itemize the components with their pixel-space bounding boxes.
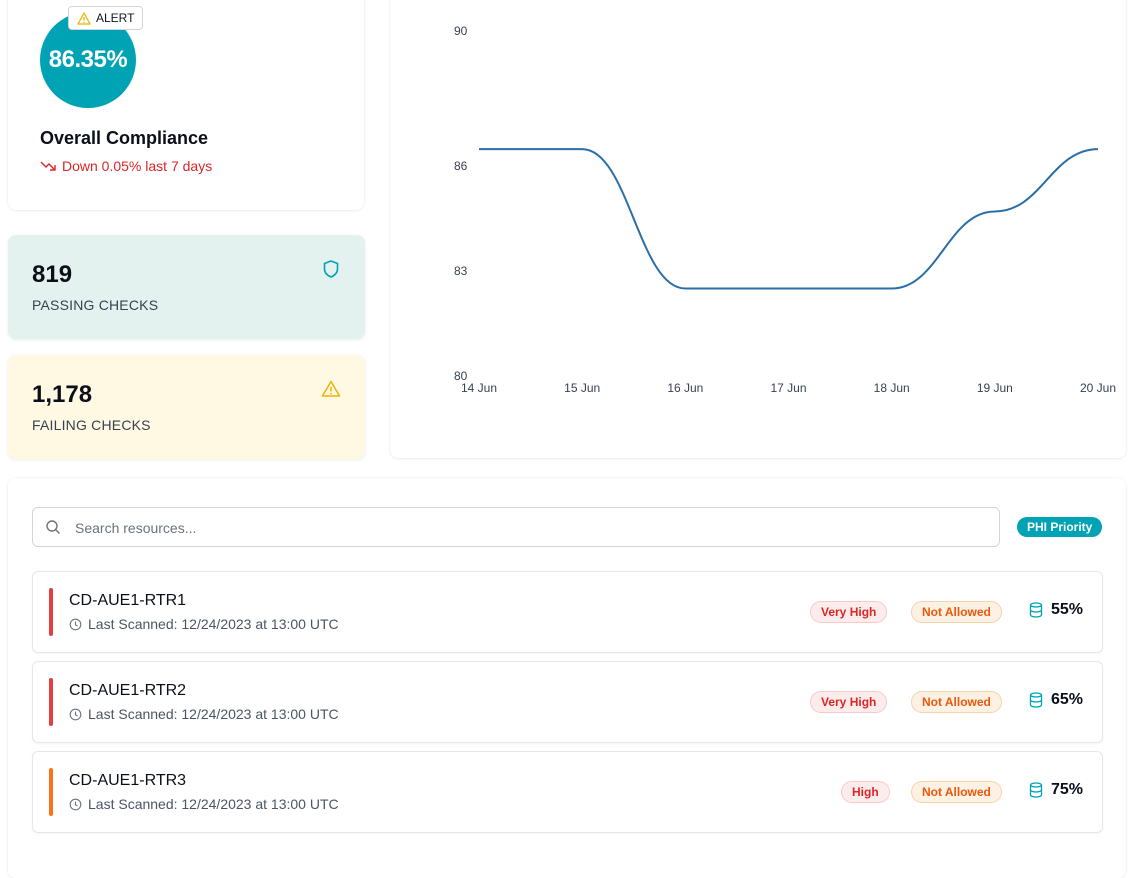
resource-row[interactable]: CD-AUE1-RTR1 Last Scanned: 12/24/2023 at… bbox=[32, 571, 1103, 653]
resource-score-value: 65% bbox=[1051, 691, 1084, 708]
database-icon bbox=[1029, 602, 1043, 618]
clock-icon bbox=[69, 798, 82, 810]
search-icon bbox=[46, 520, 60, 534]
severity-badge: Very High bbox=[810, 691, 888, 713]
failing-count: 1,178 bbox=[32, 381, 93, 408]
resource-score: 75% bbox=[1029, 781, 1083, 799]
resource-score: 65% bbox=[1029, 691, 1083, 709]
alert-label: ALERT bbox=[96, 11, 135, 25]
y-tick-label: 90 bbox=[454, 24, 468, 38]
compliance-trend-text: Down 0.05% last 7 days bbox=[62, 158, 213, 174]
passing-label: PASSING CHECKS bbox=[32, 297, 159, 313]
y-tick-label: 86 bbox=[454, 159, 468, 173]
x-tick-label: 15 Jun bbox=[564, 381, 600, 395]
allowed-badge: Not Allowed bbox=[911, 781, 1002, 803]
clock-icon bbox=[69, 708, 82, 720]
failing-checks-card[interactable]: 1,178 FAILING CHECKS bbox=[8, 355, 365, 459]
severity-badge: Very High bbox=[810, 601, 888, 623]
last-scanned: Last Scanned: 12/24/2023 at 13:00 UTC bbox=[69, 616, 339, 632]
warning-icon bbox=[321, 380, 341, 397]
warning-icon bbox=[77, 11, 91, 25]
clock-icon bbox=[69, 618, 82, 630]
resource-name: CD-AUE1-RTR1 bbox=[69, 592, 187, 609]
last-scanned-text: Last Scanned: 12/24/2023 at 13:00 UTC bbox=[88, 796, 339, 812]
resource-name: CD-AUE1-RTR2 bbox=[69, 682, 187, 699]
phi-priority-filter[interactable]: PHI Priority bbox=[1017, 517, 1103, 537]
x-tick-label: 19 Jun bbox=[977, 381, 1013, 395]
database-icon bbox=[1029, 782, 1043, 798]
x-tick-label: 20 Jun bbox=[1080, 381, 1116, 395]
compliance-title: Overall Compliance bbox=[40, 128, 209, 148]
x-tick-label: 16 Jun bbox=[667, 381, 703, 395]
compliance-card: 86.35% ALERT Overall Compliance Down 0.0… bbox=[8, 0, 364, 210]
severity-bar bbox=[49, 768, 53, 816]
allowed-badge: Not Allowed bbox=[911, 601, 1002, 623]
passing-count: 819 bbox=[32, 261, 73, 288]
y-tick-label: 83 bbox=[454, 264, 468, 278]
resource-name: CD-AUE1-RTR3 bbox=[69, 772, 187, 789]
x-tick-label: 14 Jun bbox=[461, 381, 497, 395]
compliance-score: 86.35% bbox=[48, 46, 128, 73]
search-input[interactable] bbox=[73, 508, 977, 548]
failing-label: FAILING CHECKS bbox=[32, 417, 151, 433]
severity-badge: High bbox=[841, 781, 890, 803]
series-line bbox=[479, 148, 1099, 290]
severity-bar bbox=[49, 678, 53, 726]
resource-row[interactable]: CD-AUE1-RTR3 Last Scanned: 12/24/2023 at… bbox=[32, 751, 1103, 833]
resource-score: 55% bbox=[1029, 601, 1083, 619]
resource-row[interactable]: CD-AUE1-RTR2 Last Scanned: 12/24/2023 at… bbox=[32, 661, 1103, 743]
compliance-trend: Down 0.05% last 7 days bbox=[40, 158, 212, 174]
y-tick-label: 80 bbox=[454, 369, 468, 383]
search-box[interactable] bbox=[32, 507, 1000, 548]
allowed-badge: Not Allowed bbox=[911, 691, 1002, 713]
severity-bar bbox=[49, 588, 53, 636]
database-icon bbox=[1029, 692, 1043, 708]
last-scanned: Last Scanned: 12/24/2023 at 13:00 UTC bbox=[69, 796, 339, 812]
x-tick-label: 17 Jun bbox=[770, 381, 806, 395]
shield-icon bbox=[323, 260, 339, 278]
last-scanned: Last Scanned: 12/24/2023 at 13:00 UTC bbox=[69, 706, 339, 722]
x-tick-label: 18 Jun bbox=[874, 381, 910, 395]
alert-badge[interactable]: ALERT bbox=[68, 6, 144, 30]
passing-checks-card[interactable]: 819 PASSING CHECKS bbox=[8, 235, 365, 339]
compliance-trend-chart: 90 86 83 80 14 Jun 15 Jun 16 Jun 17 Jun 18 Jun 19… bbox=[390, 0, 1126, 458]
last-scanned-text: Last Scanned: 12/24/2023 at 13:00 UTC bbox=[88, 616, 339, 632]
resources-panel: PHI Priority CD-AUE1-RTR1 Last Scanned: … bbox=[8, 478, 1126, 878]
resource-score-value: 75% bbox=[1051, 781, 1084, 798]
last-scanned-text: Last Scanned: 12/24/2023 at 13:00 UTC bbox=[88, 706, 339, 722]
resource-score-value: 55% bbox=[1051, 601, 1084, 618]
trend-down-icon bbox=[40, 161, 56, 171]
